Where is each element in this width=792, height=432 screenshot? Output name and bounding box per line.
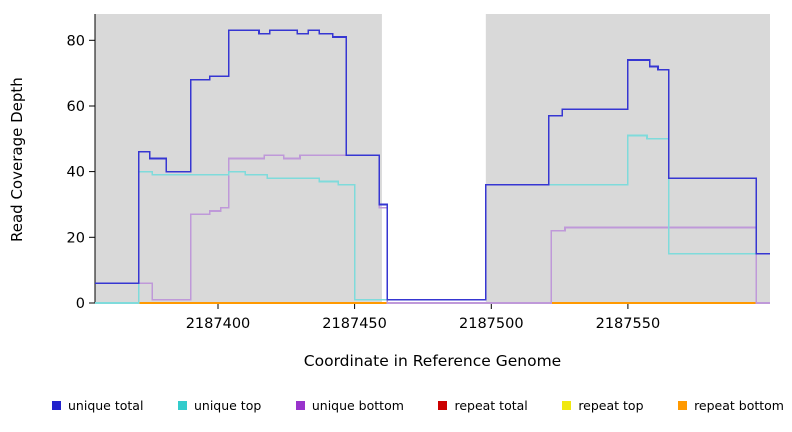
x-axis-title: Coordinate in Reference Genome [303, 352, 562, 370]
legend-item: repeat bottom [678, 398, 784, 413]
x-tick-label: 2187450 [322, 316, 387, 332]
y-axis-title: Read Coverage Depth [8, 77, 26, 243]
series-unique-total [95, 29, 770, 301]
y-tick-label: 40 [67, 165, 85, 181]
y-tick-label: 80 [67, 33, 85, 49]
x-tick-label: 2187400 [186, 316, 251, 332]
legend-label: unique bottom [311, 398, 404, 413]
legend-label: unique total [68, 398, 144, 413]
legend-swatch-icon [52, 401, 61, 410]
legend-label: repeat top [578, 398, 644, 413]
legend-item: unique total [52, 398, 143, 413]
legend-item: repeat top [562, 398, 644, 413]
legend-swatch-icon [562, 401, 572, 410]
legend-item: repeat total [438, 398, 528, 413]
legend-item: unique top [177, 398, 262, 413]
x-tick-label: 2187500 [459, 316, 524, 332]
legend-label: repeat bottom [694, 398, 784, 413]
legend-swatch-icon [438, 401, 448, 410]
legend-label: repeat total [454, 398, 528, 413]
legend-swatch-icon [177, 401, 187, 410]
legend-item: unique bottom [295, 398, 404, 413]
legend-swatch-icon [678, 401, 688, 410]
x-tick-label: 2187550 [596, 316, 661, 332]
legend-swatch-icon [295, 401, 305, 410]
chart-legend: unique total unique top unique bottom repea… [52, 398, 784, 413]
series-unique-top [95, 134, 770, 304]
y-tick-label: 20 [67, 230, 85, 246]
legend-label: unique top [193, 398, 262, 413]
y-tick-label: 60 [67, 99, 85, 115]
series-unique-bottom [95, 154, 770, 304]
coverage-plot-svg: 2187400 2187450 2187500 2187550 0 20 40 60 80 [67, 14, 770, 332]
y-tick-label: 0 [76, 296, 85, 312]
